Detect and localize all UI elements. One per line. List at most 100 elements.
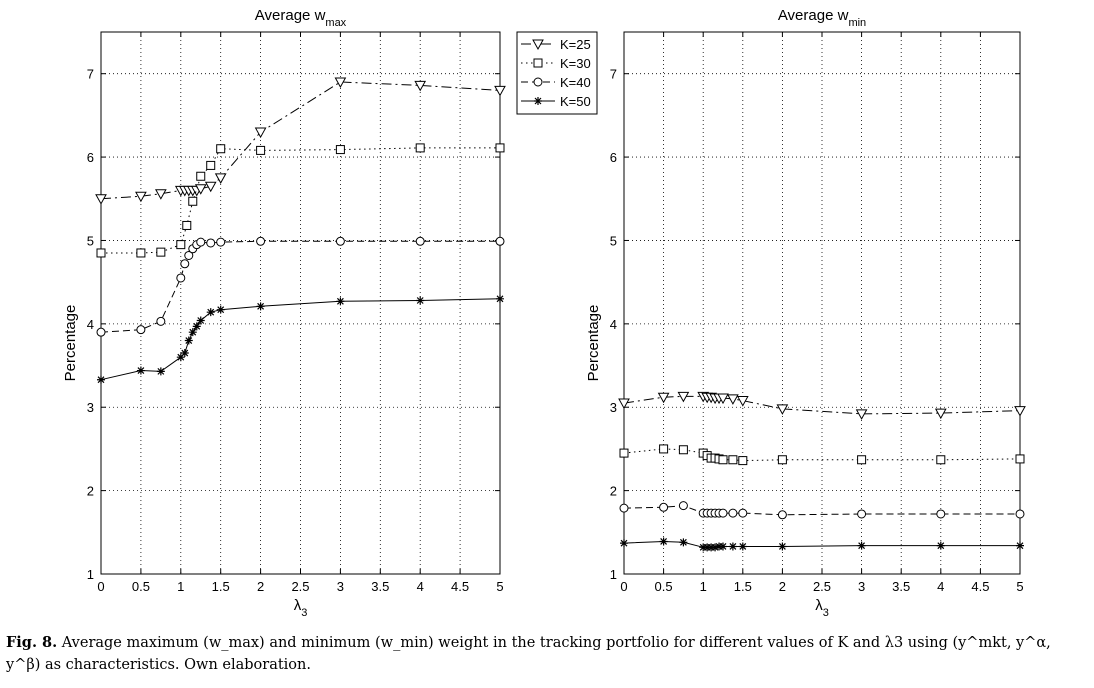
x-tick-label: 1.5	[734, 579, 752, 594]
x-tick-label: 1.5	[212, 579, 230, 594]
data-point	[736, 396, 749, 407]
legend-label: K=25	[560, 37, 591, 52]
data-point	[495, 143, 505, 153]
series-k-50	[97, 294, 504, 384]
series-line	[623, 505, 1020, 516]
data-point	[416, 296, 425, 305]
data-point	[719, 542, 727, 551]
data-point	[254, 127, 267, 139]
x-tick-label: 2.5	[291, 579, 309, 594]
data-point	[334, 77, 347, 89]
data-point	[728, 508, 738, 518]
x-axis-label: λ3	[815, 597, 829, 619]
y-tick-label: 2	[610, 484, 617, 499]
y-tick-label: 4	[610, 317, 617, 332]
y-tick-label: 6	[610, 150, 617, 165]
data-point	[778, 542, 787, 551]
x-tick-label: 5	[1016, 579, 1023, 594]
x-tick-label: 4.5	[971, 579, 989, 594]
data-point	[659, 444, 669, 454]
data-point	[620, 539, 628, 548]
data-point	[256, 145, 266, 155]
data-point	[95, 194, 107, 205]
data-point	[188, 328, 197, 337]
data-point	[619, 448, 629, 458]
data-point	[216, 305, 225, 314]
data-point	[180, 349, 189, 358]
legend-marker	[532, 39, 544, 51]
data-point	[206, 238, 216, 248]
x-tick-label: 4	[937, 579, 944, 594]
legend-entry: K=40	[521, 75, 591, 90]
x-tick-label: 3	[337, 579, 344, 594]
data-point	[415, 143, 425, 153]
data-point	[936, 509, 946, 519]
data-point	[677, 391, 690, 403]
x-tick-label: 2.5	[813, 579, 831, 594]
data-point	[738, 542, 747, 551]
series-line	[100, 81, 501, 200]
y-tick-label: 2	[87, 484, 94, 499]
legend-label: K=30	[560, 56, 591, 71]
y-tick-label: 3	[610, 400, 617, 415]
data-point	[156, 247, 166, 257]
data-point	[136, 366, 145, 375]
data-point	[738, 456, 748, 466]
legend-marker	[533, 77, 543, 87]
data-point	[1015, 454, 1025, 464]
chart-panel-wmax: 0 0.5 1 1.5 2 2.5 3 3.5 4 4.5 5 1 2 3 4 5 6 7 Average wmax…	[62, 7, 506, 619]
data-point	[335, 236, 345, 246]
x-tick-label: 5	[496, 579, 503, 594]
figure: 0 0.5 1 1.5 2 2.5 3 3.5 4 4.5 5 1 2 3 4 5 6 7 Average wmax…	[62, 7, 1026, 619]
data-point	[216, 144, 226, 154]
data-point	[176, 240, 186, 250]
data-point	[494, 85, 506, 97]
series-k-25	[618, 391, 1026, 420]
data-point	[176, 273, 186, 283]
data-point	[718, 455, 728, 465]
x-axis-label: λ3	[294, 597, 308, 619]
legend: K=25 K=30 K=40 K=50	[516, 31, 598, 115]
legend-entry: K=50	[521, 94, 591, 109]
x-tick-label: 3.5	[371, 579, 389, 594]
data-point	[214, 173, 227, 184]
data-point	[206, 308, 215, 317]
data-point	[728, 455, 738, 465]
x-tick-label: 3.5	[892, 579, 910, 594]
data-point	[194, 184, 207, 195]
data-point	[182, 220, 192, 230]
data-point	[855, 409, 868, 420]
y-tick-label: 1	[610, 567, 617, 582]
data-point	[711, 543, 720, 552]
x-tick-label: 1	[700, 579, 707, 594]
data-point	[216, 237, 226, 247]
data-point	[777, 510, 787, 520]
data-point	[184, 250, 194, 260]
data-point	[934, 408, 947, 420]
y-tick-label: 1	[87, 567, 94, 582]
data-point	[857, 455, 867, 465]
data-point	[196, 237, 206, 247]
data-point	[657, 392, 670, 404]
data-point	[776, 404, 789, 415]
data-point	[196, 171, 206, 181]
series-k-30	[96, 143, 505, 258]
series-line	[623, 448, 1021, 462]
data-point	[936, 541, 945, 550]
x-tick-label: 0	[620, 579, 627, 594]
legend-marker	[534, 97, 542, 105]
data-point	[96, 327, 106, 337]
chart-panel-wmin: 0 0.5 1 1.5 2 2.5 3 3.5 4 4.5 5 1 2 3 4 5 6 7 Average wmin…	[585, 7, 1026, 619]
y-tick-label: 7	[610, 67, 617, 82]
chart-title: Average wmin	[778, 7, 866, 29]
data-point	[156, 316, 166, 326]
data-point	[495, 236, 505, 246]
x-tick-label: 2	[257, 579, 264, 594]
x-tick-label: 0.5	[655, 579, 673, 594]
data-point	[96, 248, 106, 258]
data-point	[727, 394, 739, 405]
data-point	[176, 353, 185, 362]
data-point	[1016, 541, 1024, 550]
data-point	[204, 181, 217, 193]
data-point	[1014, 406, 1026, 417]
